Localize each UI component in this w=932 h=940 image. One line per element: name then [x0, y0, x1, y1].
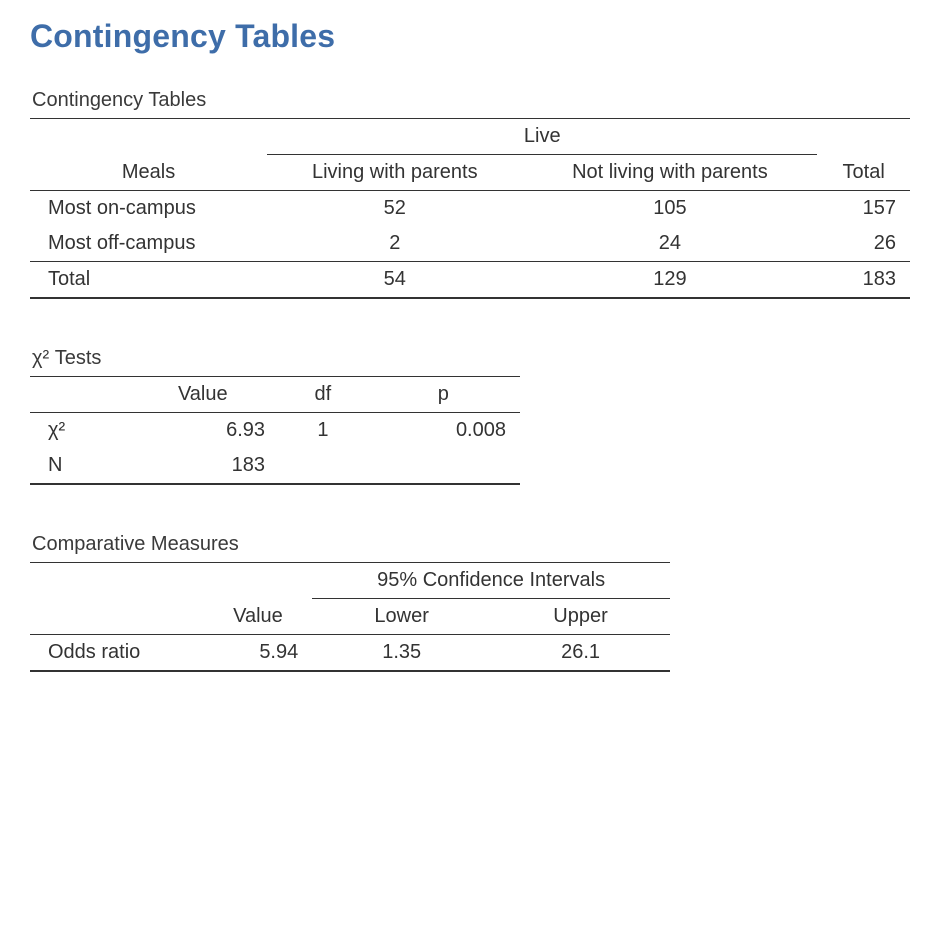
cell: 52: [267, 191, 522, 227]
cell: 2: [267, 226, 522, 262]
comparative-section: Comparative Measures 95% Confidence Inte…: [30, 533, 902, 672]
chisq-df: [279, 448, 367, 484]
comp-lower: 1.35: [312, 635, 491, 672]
row-label: Most off-campus: [30, 226, 267, 262]
chisq-p: 0.008: [367, 413, 520, 449]
comparative-table: 95% Confidence Intervals Value Lower Upp…: [30, 562, 670, 672]
chisq-row-label: χ²: [30, 413, 127, 449]
chisq-row-label: N: [30, 448, 127, 484]
col-header-0: Living with parents: [267, 155, 522, 191]
comp-row-label: Odds ratio: [30, 635, 204, 672]
chisq-df: 1: [279, 413, 367, 449]
blank-header: [30, 599, 204, 635]
chisq-section: χ² Tests Value df p χ² 6.93 1 0.008 N 18…: [30, 347, 902, 485]
chisq-col-value: Value: [127, 377, 279, 413]
row-label: Most on-campus: [30, 191, 267, 227]
page-title: Contingency Tables: [30, 18, 902, 55]
grand-total: 183: [817, 262, 910, 299]
ci-group-header: 95% Confidence Intervals: [312, 563, 670, 599]
row-var-header: Meals: [30, 155, 267, 191]
chisq-table: Value df p χ² 6.93 1 0.008 N 183: [30, 376, 520, 485]
col-header-1: Not living with parents: [522, 155, 817, 191]
cell: 105: [522, 191, 817, 227]
blank-header: [30, 377, 127, 413]
cell: 24: [522, 226, 817, 262]
col-total: 129: [522, 262, 817, 299]
comparative-section-title: Comparative Measures: [32, 533, 902, 556]
col-total: 54: [267, 262, 522, 299]
blank-header: [30, 563, 204, 599]
comp-upper: 26.1: [491, 635, 670, 672]
total-row-label: Total: [30, 262, 267, 299]
comp-value: 5.94: [204, 635, 313, 672]
page: Contingency Tables Contingency Tables Li…: [0, 0, 932, 940]
blank-header: [30, 119, 267, 155]
row-total: 26: [817, 226, 910, 262]
contingency-table: Live Meals Living with parents Not livin…: [30, 118, 910, 299]
contingency-section-title: Contingency Tables: [32, 89, 902, 112]
comp-col-lower: Lower: [312, 599, 491, 635]
blank-header: [204, 563, 313, 599]
comp-col-value: Value: [204, 599, 313, 635]
chisq-p: [367, 448, 520, 484]
col-var-header: Live: [267, 119, 817, 155]
total-col-header: Total: [817, 155, 910, 191]
chisq-col-df: df: [279, 377, 367, 413]
contingency-section: Contingency Tables Live Meals Living wit…: [30, 89, 902, 299]
chisq-col-p: p: [367, 377, 520, 413]
chisq-value: 6.93: [127, 413, 279, 449]
comp-col-upper: Upper: [491, 599, 670, 635]
chisq-value: 183: [127, 448, 279, 484]
row-total: 157: [817, 191, 910, 227]
blank-header-2: [817, 119, 910, 155]
chisq-section-title: χ² Tests: [32, 347, 902, 370]
